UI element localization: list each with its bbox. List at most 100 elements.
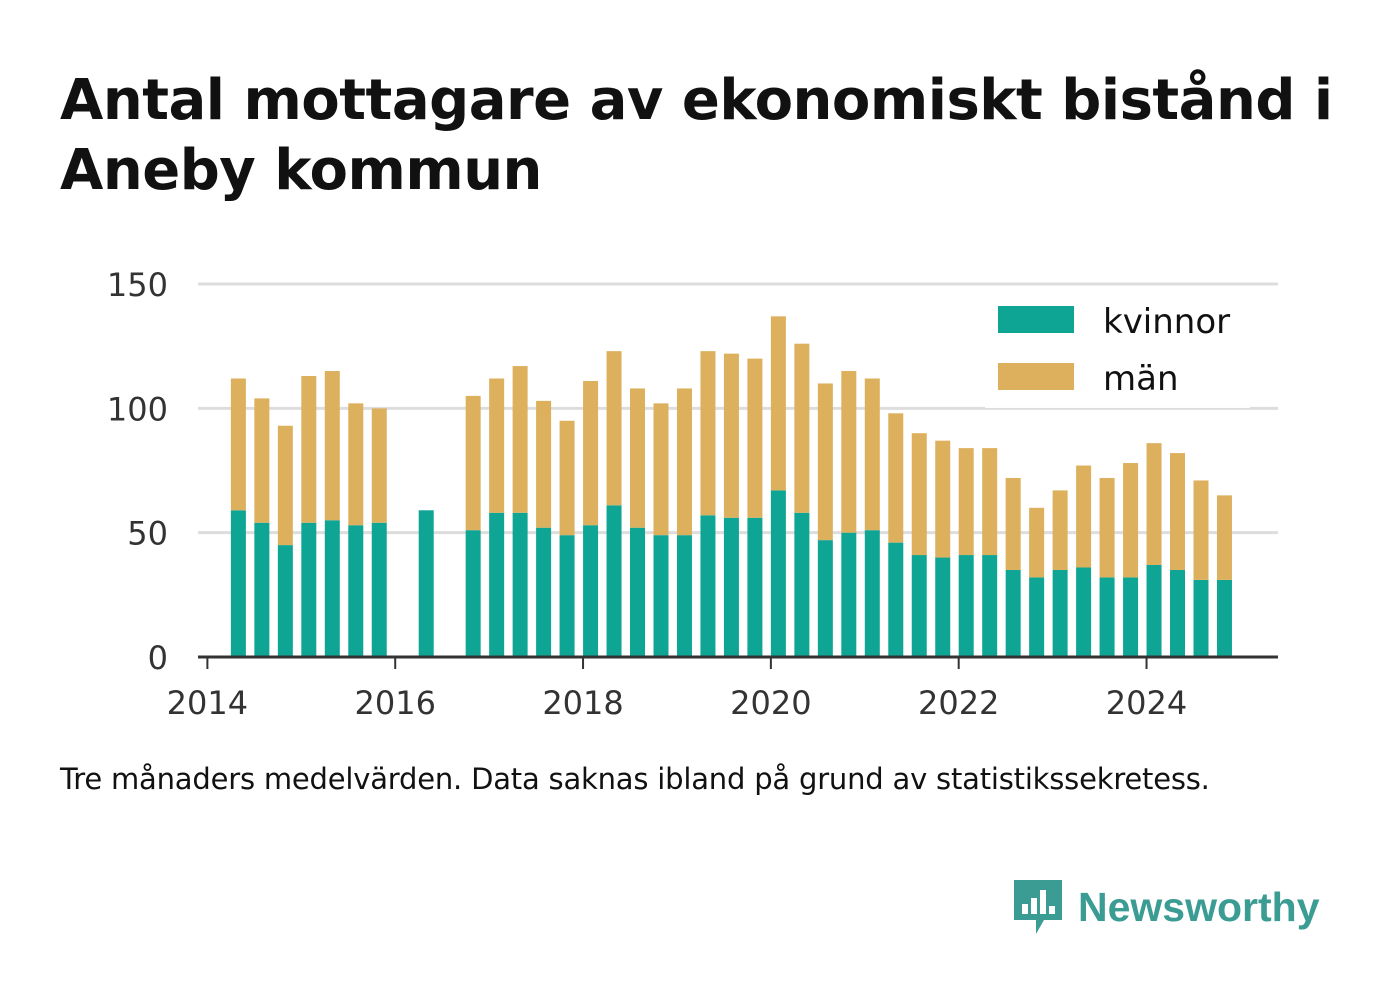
bar-man[interactable] [489,378,505,513]
legend-label: kvinnor [1103,302,1230,342]
x-tick-label: 2020 [730,684,811,722]
brand-logo[interactable]: Newsworthy [1010,876,1320,938]
chart-title: Antal mottagare av ekonomiskt bistånd i … [60,68,1333,203]
bar-kvinnor[interactable] [324,520,340,657]
bar-kvinnor[interactable] [1216,579,1232,657]
bar-man[interactable] [1029,507,1045,578]
bar-man[interactable] [911,433,927,556]
bar-kvinnor[interactable] [1076,567,1092,657]
legend-swatch [998,306,1074,333]
bar-kvinnor[interactable] [512,512,528,657]
bar-kvinnor[interactable] [606,505,622,657]
bar-man[interactable] [1193,480,1209,580]
bar-man[interactable] [536,400,552,528]
bar-kvinnor[interactable] [418,510,434,657]
bar-kvinnor[interactable] [630,527,646,657]
bar-kvinnor[interactable] [700,515,716,657]
bar-kvinnor[interactable] [888,542,904,657]
bar-man[interactable] [630,388,646,528]
legend-swatch [998,363,1074,390]
legend: kvinnor män [985,294,1250,408]
bar-kvinnor[interactable] [1005,569,1021,657]
axes: 0 50 100 150 2014 2016 2018 2020 2022 2024 [107,266,1278,722]
bar-man[interactable] [1052,490,1068,570]
bar-man[interactable] [1099,477,1115,578]
bar-kvinnor[interactable] [817,540,833,657]
bar-man[interactable] [794,343,810,513]
bar-kvinnor[interactable] [841,532,857,657]
bar-man[interactable] [1123,463,1139,578]
bar-kvinnor[interactable] [348,525,364,657]
bar-kvinnor[interactable] [465,530,481,657]
x-tick-label: 2014 [167,684,248,722]
bar-kvinnor[interactable] [935,557,951,657]
bar-kvinnor[interactable] [301,522,317,657]
bar-kvinnor[interactable] [254,522,270,657]
bar-kvinnor[interactable] [1170,569,1186,657]
bar-kvinnor[interactable] [489,512,505,657]
bar-man[interactable] [958,448,974,556]
bar-man[interactable] [583,380,599,526]
bar-kvinnor[interactable] [1193,579,1209,657]
x-tick-label: 2022 [918,684,999,722]
bar-kvinnor[interactable] [723,517,739,657]
y-tick-label: 50 [127,515,168,553]
bar-man[interactable] [841,371,857,533]
bar-man[interactable] [254,398,270,523]
bar-man[interactable] [1146,443,1162,565]
bar-kvinnor[interactable] [536,527,552,657]
bar-kvinnor[interactable] [1146,564,1162,657]
bar-kvinnor[interactable] [583,525,599,657]
x-tick-label: 2018 [542,684,623,722]
bar-man[interactable] [277,425,293,546]
bar-kvinnor[interactable] [864,530,880,657]
bar-kvinnor[interactable] [559,535,575,657]
bar-kvinnor[interactable] [1052,569,1068,657]
x-tick-label: 2024 [1106,684,1187,722]
bar-kvinnor[interactable] [982,555,998,657]
bar-kvinnor[interactable] [911,555,927,657]
bar-kvinnor[interactable] [1099,577,1115,657]
bar-kvinnor[interactable] [371,522,387,657]
bar-kvinnor[interactable] [794,512,810,657]
bar-man[interactable] [1005,477,1021,570]
bar-man[interactable] [324,371,340,521]
bar-kvinnor[interactable] [1029,577,1045,657]
bar-man[interactable] [700,351,716,516]
bar-kvinnor[interactable] [676,535,692,657]
bars [230,316,1232,657]
bar-kvinnor[interactable] [747,517,763,657]
bar-kvinnor[interactable] [230,510,246,657]
y-tick-label: 150 [107,266,168,304]
bar-kvinnor[interactable] [770,490,786,657]
bar-man[interactable] [371,408,387,523]
bar-man[interactable] [653,403,669,536]
bar-man[interactable] [512,366,528,513]
bar-man[interactable] [770,316,786,491]
bar-man[interactable] [1216,495,1232,580]
bar-man[interactable] [1170,453,1186,570]
bar-man[interactable] [301,376,317,523]
bar-man[interactable] [1076,465,1092,568]
bar-man[interactable] [348,403,364,526]
bar-man[interactable] [676,388,692,536]
bar-man[interactable] [465,395,481,531]
bar-kvinnor[interactable] [958,555,974,657]
bar-kvinnor[interactable] [1123,577,1139,657]
bar-kvinnor[interactable] [653,535,669,657]
bar-man[interactable] [817,383,833,541]
bar-man[interactable] [230,378,246,511]
bar-man[interactable] [935,440,951,558]
bar-man[interactable] [982,448,998,556]
bar-man[interactable] [747,358,763,518]
y-tick-label: 100 [107,390,168,428]
bar-man[interactable] [723,353,739,518]
bar-kvinnor[interactable] [277,545,293,657]
bar-man[interactable] [888,413,904,543]
bar-man[interactable] [864,378,880,531]
brand-name: Newsworthy [1078,883,1320,930]
bar-man[interactable] [606,351,622,506]
bar-man[interactable] [559,420,575,536]
legend-label: män [1103,359,1179,399]
